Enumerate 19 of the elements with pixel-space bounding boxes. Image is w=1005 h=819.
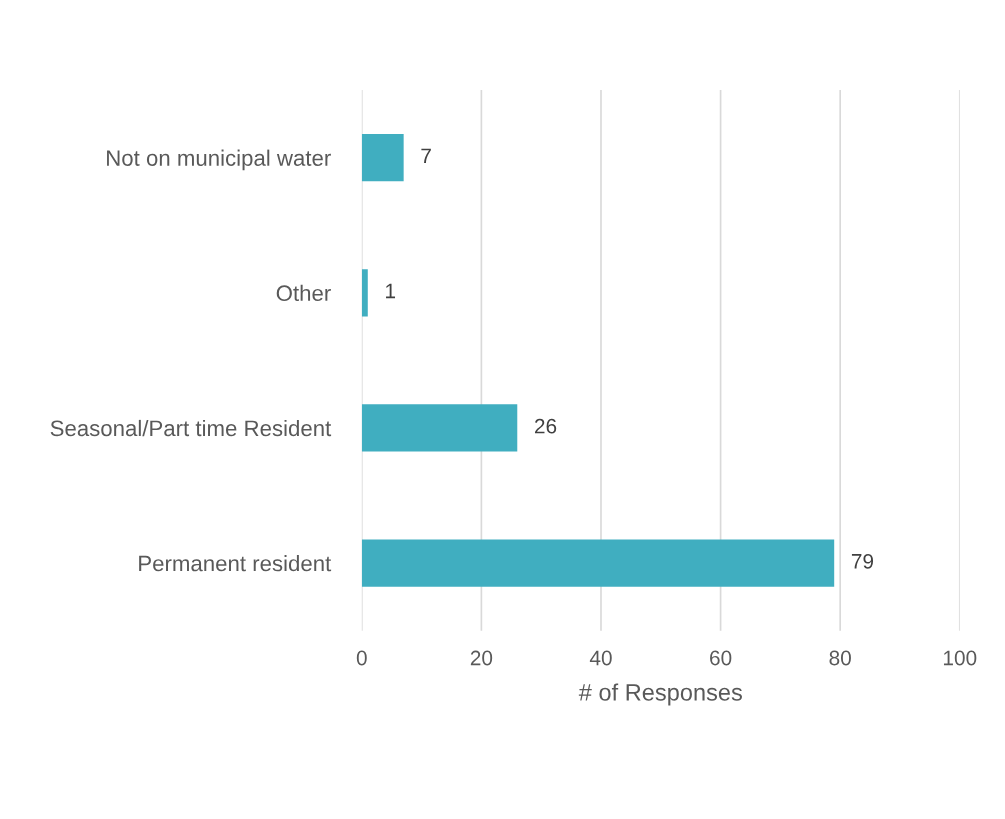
x-tick-label: 100	[943, 650, 977, 666]
x-tick-label: 20	[470, 650, 493, 666]
x-tick-label: 60	[710, 650, 732, 666]
data-label: 79	[851, 553, 874, 569]
x-tick-label: 0	[356, 650, 367, 666]
data-label: 26	[534, 418, 557, 434]
y-tick-label: Seasonal/Part time Resident	[50, 419, 332, 437]
y-tick-label: Other	[276, 284, 331, 302]
data-label: 1	[386, 283, 396, 299]
bar	[361, 269, 368, 317]
bar	[361, 134, 404, 182]
bar	[361, 539, 835, 587]
y-tick-label: Not on municipal water	[107, 149, 331, 171]
x-tick-label: 80	[829, 650, 851, 666]
bar	[361, 404, 518, 452]
x-tick-label: 40	[589, 650, 612, 666]
y-tick-label: Permanent resident	[139, 555, 332, 572]
x-axis-title: # of Responses	[578, 683, 742, 706]
data-label: 7	[421, 148, 431, 164]
